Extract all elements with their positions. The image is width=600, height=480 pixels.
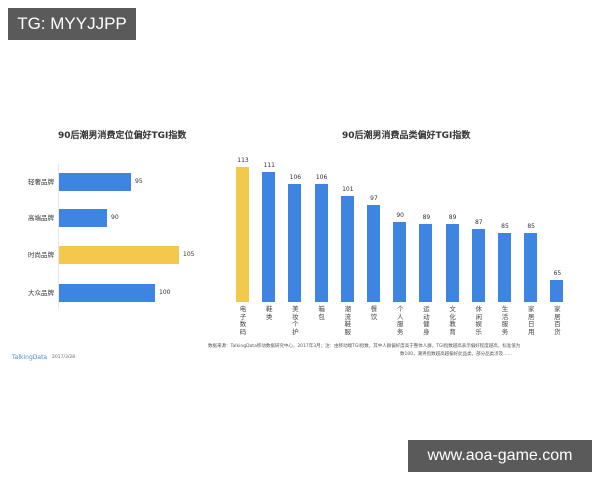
bar: [59, 284, 155, 302]
category-label: 运动健身: [423, 305, 430, 336]
category-label: 休闲娱乐: [475, 305, 483, 336]
value-label: 90: [111, 214, 119, 221]
category-label: 潮流鞋服: [344, 305, 352, 336]
value-label: 106: [315, 173, 328, 181]
right-chart-title: 90后潮男消费品类偏好TGI指数: [342, 131, 471, 141]
category-label: 高端品牌: [28, 214, 54, 222]
brand-logo-text: TalkingData: [12, 354, 48, 361]
bar: [59, 209, 107, 227]
category-label: 鞋类: [265, 305, 273, 321]
category-label: 箱包: [318, 305, 325, 321]
bar-column: 85: [518, 0, 544, 302]
value-label: 95: [135, 178, 143, 185]
bar-column: 85: [492, 0, 518, 302]
report-date: 2017/3/28: [52, 355, 76, 360]
bar-column: 89: [440, 0, 466, 302]
category-label: 家居日用: [527, 305, 535, 336]
bar-column: 111: [256, 0, 282, 302]
bar: [288, 183, 302, 302]
bar-column: 106: [309, 0, 335, 302]
bar: [498, 233, 511, 302]
bar: [59, 173, 131, 191]
bar: [236, 167, 249, 302]
left-chart-axis: [58, 164, 59, 309]
bar: [59, 246, 179, 264]
bar: [314, 183, 328, 302]
watermark-bottom-right: www.aoa-game.com: [408, 440, 592, 472]
category-label: 时尚品牌: [28, 251, 54, 259]
category-label: 家居百货: [554, 305, 561, 336]
value-label: 90: [396, 211, 404, 219]
value-label: 89: [448, 213, 457, 221]
value-label: 97: [370, 195, 378, 203]
value-label: 87: [474, 218, 483, 226]
value-label: 106: [289, 173, 302, 181]
value-label: 100: [159, 289, 171, 296]
value-label: 89: [422, 213, 431, 221]
value-label: 85: [527, 223, 535, 231]
category-label: 大众品牌: [28, 289, 54, 297]
value-label: 113: [237, 157, 249, 165]
value-label: 105: [183, 251, 195, 258]
value-label: 65: [553, 270, 562, 278]
category-label: 美妆个护: [292, 305, 299, 336]
category-label: 个人服务: [396, 305, 404, 336]
source-note-line1: 数据来源：TalkingData移动数据研究中心，2017年3月；注：由移动端T…: [208, 344, 521, 349]
value-label: 85: [501, 223, 509, 231]
bar-column: 90: [387, 0, 413, 302]
bar: [419, 223, 433, 302]
bar-column: 89: [413, 0, 439, 302]
left-chart-title: 90后潮男消费定位偏好TGI指数: [58, 131, 187, 141]
bar-column: 97: [361, 0, 387, 302]
bar: [340, 195, 354, 302]
category-label: 电子数码: [239, 305, 247, 336]
bar: [550, 280, 564, 302]
bar-column: 101: [335, 0, 361, 302]
bar: [367, 205, 380, 302]
bar: [445, 223, 459, 302]
value-label: 111: [263, 162, 275, 170]
bar-column: 87: [466, 0, 492, 302]
bar: [262, 172, 276, 302]
bar-column: 106: [282, 0, 308, 302]
category-label: 生活服务: [501, 305, 509, 336]
category-label: 文化教育: [449, 305, 456, 336]
bar-column: 113: [230, 0, 256, 302]
source-note-line2: 数100，潮男指数越高越偏好此品类，部分品类涉及……: [400, 352, 513, 357]
category-label: 轻奢品牌: [28, 178, 54, 186]
value-label: 101: [342, 185, 354, 193]
bar-column: 65: [544, 0, 570, 302]
category-label: 餐饮: [370, 305, 378, 321]
bar: [471, 228, 485, 302]
bar: [524, 233, 538, 302]
bar: [393, 221, 407, 302]
watermark-top-left: TG: MYYJJPP: [8, 8, 136, 40]
